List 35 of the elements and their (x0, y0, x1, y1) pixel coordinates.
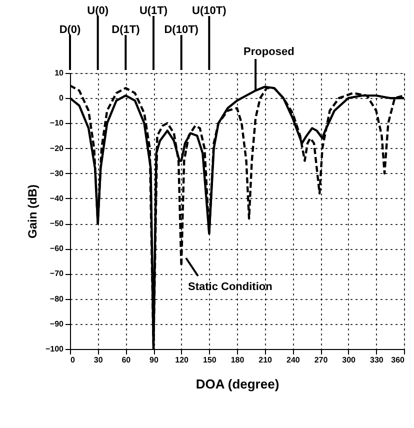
x-tick-label: 240 (286, 356, 300, 364)
y-tick-label: −30 (50, 168, 64, 178)
x-tick-label: 0 (70, 356, 76, 364)
x-tick-label: 150 (202, 356, 217, 364)
y-tick-label: −100 (45, 344, 64, 354)
y-tick-label: −90 (50, 319, 64, 328)
x-tick-label: 60 (122, 356, 132, 364)
y-tick-label: −10 (50, 118, 64, 128)
x-tick-label: 330 (370, 356, 384, 364)
y-axis-title: Gain (dB) (25, 184, 40, 238)
y-tick-label: −60 (50, 244, 64, 254)
annotation: U(10T) (192, 5, 227, 17)
y-tick-label: −70 (50, 269, 64, 278)
annotation: U(0) (87, 5, 109, 17)
x-tick-label: 120 (175, 356, 190, 364)
annotation: U(1T) (139, 5, 168, 17)
x-tick-label: 360 (391, 356, 406, 364)
x-tick-label: 180 (230, 356, 245, 364)
annotation: Proposed (244, 46, 294, 58)
annotation: D(0) (59, 24, 82, 36)
x-tick-label: 300 (342, 356, 356, 364)
annotation: Static Condition (188, 281, 273, 293)
x-tick-label: 210 (258, 356, 273, 364)
y-tick-label: 0 (59, 94, 64, 103)
x-axis-title: DOA (degree) (196, 376, 280, 392)
y-tick-label: −80 (50, 294, 64, 304)
y-tick-label: −50 (50, 219, 64, 228)
x-tick-label: 30 (94, 356, 104, 364)
annotation: D(1T) (112, 24, 140, 36)
x-tick-label: 270 (314, 356, 328, 364)
y-tick-label: −20 (50, 144, 64, 153)
y-tick-label: −40 (50, 194, 64, 203)
y-tick-label: 10 (54, 68, 64, 78)
x-tick-label: 90 (150, 356, 159, 364)
annotation: D(10T) (164, 24, 199, 36)
